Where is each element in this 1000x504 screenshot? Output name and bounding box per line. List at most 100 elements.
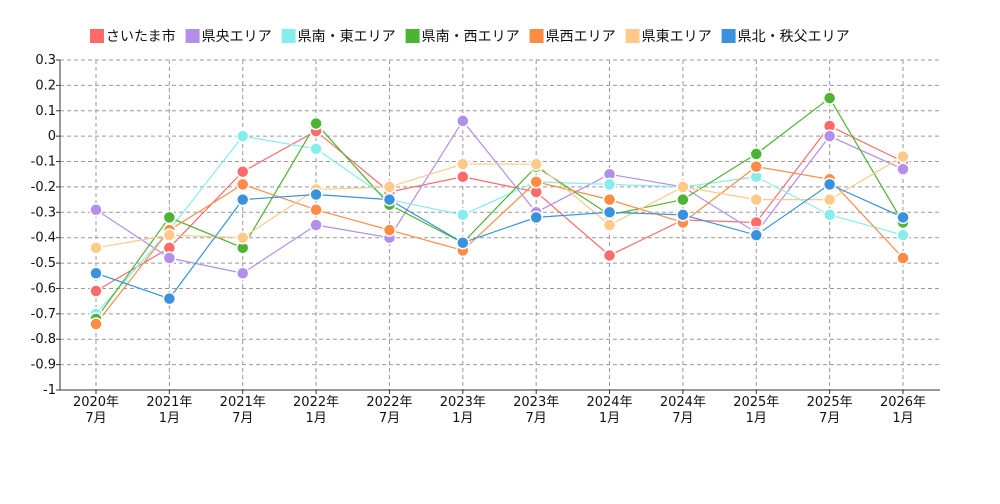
- data-point: [456, 236, 470, 250]
- data-point: [382, 192, 397, 207]
- legend-label: 県東エリア: [642, 29, 712, 45]
- series-line: [95, 165, 904, 325]
- x-tick-label: 2024年: [660, 395, 706, 410]
- data-point: [749, 147, 764, 161]
- legend-label: 県北・秩父エリア: [738, 29, 850, 45]
- y-tick-label: -0.3: [31, 205, 56, 220]
- y-tick-label: -0.6: [31, 281, 56, 296]
- x-tick-label: 7月: [379, 411, 400, 426]
- series-3: [95, 97, 904, 320]
- series-line: [95, 125, 904, 292]
- legend-label: 県南・東エリア: [298, 29, 396, 45]
- data-point: [822, 129, 837, 143]
- data-point: [89, 241, 103, 255]
- data-point: [162, 291, 177, 306]
- data-point: [749, 159, 764, 174]
- series-line: [95, 97, 904, 320]
- data-point: [309, 187, 323, 202]
- x-tick-label: 2021年: [146, 395, 192, 410]
- data-point: [309, 142, 323, 156]
- data-point: [676, 180, 690, 194]
- series-line: [95, 119, 904, 274]
- data-point: [89, 317, 103, 331]
- x-tick-label: 2025年: [733, 395, 779, 410]
- x-tick-label: 1月: [305, 411, 326, 426]
- x-tick-label: 7月: [85, 411, 106, 426]
- y-tick-label: -0.2: [31, 180, 56, 195]
- data-point: [749, 192, 764, 207]
- data-point: [456, 157, 470, 171]
- series-1: [95, 119, 904, 274]
- data-point: [822, 208, 837, 222]
- legend-swatch: [90, 29, 104, 43]
- series-line: [95, 135, 904, 315]
- data-point: [235, 230, 250, 245]
- data-point: [822, 177, 837, 192]
- x-tick-label: 1月: [159, 411, 180, 426]
- legend-label: 県西エリア: [546, 29, 616, 45]
- y-tick-label: 0.1: [35, 104, 56, 119]
- series-2: [95, 135, 904, 315]
- series-6: [95, 183, 904, 300]
- data-point: [162, 210, 177, 225]
- x-tick-label: 2022年: [366, 395, 412, 410]
- data-point: [529, 175, 543, 189]
- data-point: [235, 129, 250, 143]
- y-tick-label: -1: [43, 383, 56, 398]
- x-tick-label: 2020年: [73, 395, 119, 410]
- data-point: [309, 116, 323, 131]
- data-point: [896, 228, 910, 242]
- legend-swatch: [625, 29, 640, 43]
- series-line: [95, 183, 904, 300]
- series-line: [95, 155, 904, 249]
- x-tick-label: 7月: [672, 411, 693, 426]
- legend-swatch: [405, 29, 420, 43]
- data-point: [896, 210, 910, 225]
- x-tick-label: 2024年: [586, 395, 632, 410]
- x-tick-label: 1月: [892, 411, 913, 426]
- data-point: [602, 218, 617, 232]
- y-tick-label: -0.7: [31, 307, 56, 322]
- y-tick-label: 0.2: [35, 78, 56, 93]
- legend-label: さいたま市: [106, 28, 176, 45]
- data-point: [822, 192, 837, 207]
- legend-swatch: [281, 29, 296, 43]
- legend-swatch: [185, 29, 200, 43]
- legend-swatch: [721, 29, 736, 43]
- legend-swatch: [529, 29, 544, 43]
- y-tick-label: -0.1: [31, 155, 56, 170]
- x-tick-label: 2026年: [880, 395, 926, 410]
- x-tick-label: 2022年: [293, 395, 339, 410]
- y-tick-label: 0: [48, 129, 56, 144]
- data-point: [822, 91, 837, 105]
- data-point: [309, 218, 323, 232]
- series-5: [95, 155, 904, 249]
- data-point: [162, 251, 177, 265]
- y-tick-label: -0.4: [31, 231, 56, 246]
- data-point: [602, 177, 617, 192]
- x-tick-label: 2023年: [513, 395, 559, 410]
- data-point: [456, 208, 470, 222]
- data-point: [749, 228, 764, 242]
- x-tick-label: 1月: [452, 411, 473, 426]
- x-tick-label: 2021年: [220, 395, 266, 410]
- data-point: [896, 251, 910, 265]
- data-point: [602, 192, 617, 207]
- x-tick-label: 7月: [819, 411, 840, 426]
- data-point: [456, 114, 470, 128]
- data-point: [676, 208, 690, 222]
- y-tick-label: -0.8: [31, 332, 56, 347]
- x-tick-label: 2023年: [440, 395, 486, 410]
- data-point: [89, 266, 103, 280]
- x-tick-label: 2025年: [807, 395, 853, 410]
- data-point: [602, 248, 617, 263]
- data-point: [456, 170, 470, 184]
- data-point: [529, 157, 543, 171]
- y-tick-label: 0.3: [35, 53, 56, 68]
- data-point: [162, 228, 177, 242]
- data-point: [235, 266, 250, 280]
- data-point: [89, 203, 103, 217]
- x-tick-label: 1月: [746, 411, 767, 426]
